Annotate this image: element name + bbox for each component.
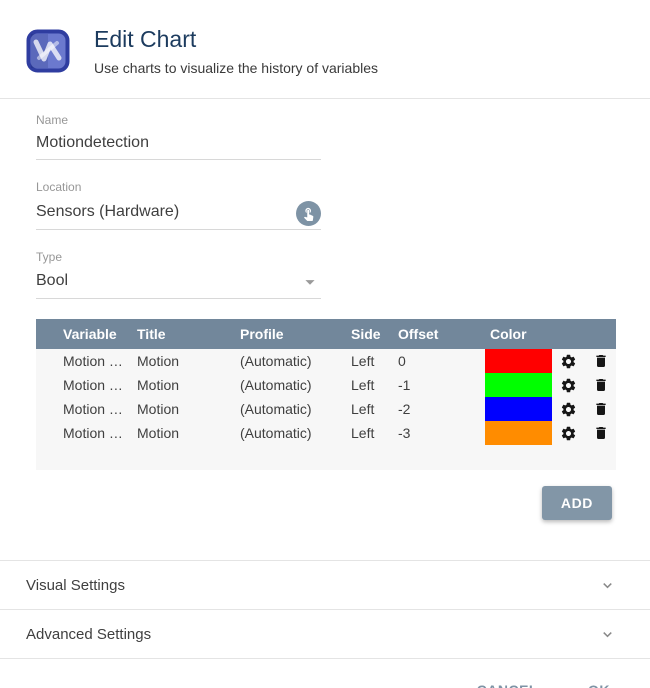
header-text: Edit Chart Use charts to visualize the h… bbox=[94, 26, 378, 76]
col-header-profile: Profile bbox=[240, 326, 284, 342]
cell-offset: -2 bbox=[398, 401, 411, 417]
col-header-offset: Offset bbox=[398, 326, 439, 342]
table-row: Motion … Motion (Automatic) Left -2 bbox=[36, 397, 616, 421]
cell-profile: (Automatic) bbox=[240, 353, 312, 369]
add-row: ADD bbox=[0, 486, 650, 520]
dropdown-arrow-icon[interactable] bbox=[299, 271, 321, 293]
col-header-color: Color bbox=[490, 326, 527, 342]
page-subtitle: Use charts to visualize the history of v… bbox=[94, 60, 379, 76]
row-delete-button[interactable] bbox=[585, 425, 616, 441]
variables-table: Variable Title Profile Side Offset Color… bbox=[36, 319, 616, 470]
gear-icon bbox=[561, 426, 576, 440]
row-settings-button[interactable] bbox=[552, 401, 585, 418]
type-field: Type Bool bbox=[36, 250, 321, 299]
table-row: Motion … Motion (Automatic) Left -1 bbox=[36, 373, 616, 397]
cell-profile: (Automatic) bbox=[240, 425, 312, 441]
page-title: Edit Chart bbox=[94, 26, 197, 52]
col-header-title: Title bbox=[137, 326, 166, 342]
name-value[interactable]: Motiondetection bbox=[36, 134, 149, 151]
settings-panels: Visual Settings Advanced Settings bbox=[0, 560, 650, 659]
cell-title: Motion bbox=[137, 401, 180, 417]
cell-variable: Motion … bbox=[63, 425, 123, 441]
visual-settings-label: Visual Settings bbox=[26, 576, 125, 594]
trash-icon bbox=[595, 379, 606, 391]
color-swatch[interactable] bbox=[485, 373, 552, 397]
gear-icon bbox=[561, 378, 576, 392]
row-delete-button[interactable] bbox=[585, 377, 616, 393]
cell-title: Motion bbox=[137, 353, 180, 369]
cell-side: Left bbox=[351, 425, 375, 441]
name-label: Name bbox=[36, 113, 69, 127]
cell-title: Motion bbox=[137, 425, 180, 441]
cell-profile: (Automatic) bbox=[240, 377, 312, 393]
gear-icon bbox=[561, 402, 576, 416]
dialog-footer: CANCEL OK bbox=[0, 659, 650, 688]
dialog-header: Edit Chart Use charts to visualize the h… bbox=[0, 0, 650, 98]
name-input[interactable]: Motiondetection bbox=[36, 134, 321, 160]
trash-icon bbox=[595, 355, 606, 367]
trash-icon bbox=[595, 403, 606, 415]
location-picker-button[interactable] bbox=[296, 201, 321, 226]
cell-side: Left bbox=[351, 401, 375, 417]
type-label: Type bbox=[36, 250, 63, 264]
table-header-row: Variable Title Profile Side Offset Color bbox=[36, 319, 616, 349]
chevron-down-icon bbox=[603, 582, 612, 588]
cell-profile: (Automatic) bbox=[240, 401, 312, 417]
location-label: Location bbox=[36, 180, 82, 194]
color-swatch[interactable] bbox=[485, 421, 552, 445]
chevron-down-icon bbox=[603, 631, 612, 637]
type-value: Bool bbox=[36, 272, 69, 289]
row-settings-button[interactable] bbox=[552, 425, 585, 442]
touch-app-icon bbox=[303, 207, 314, 221]
row-settings-button[interactable] bbox=[552, 353, 585, 370]
cell-variable: Motion … bbox=[63, 353, 123, 369]
add-variable-button[interactable]: ADD bbox=[541, 486, 612, 520]
cell-variable: Motion … bbox=[63, 401, 123, 417]
advanced-settings-label: Advanced Settings bbox=[26, 625, 152, 643]
name-field: Name Motiondetection bbox=[36, 113, 321, 160]
cell-offset: 0 bbox=[398, 353, 406, 369]
type-select[interactable]: Bool bbox=[36, 271, 321, 299]
row-delete-button[interactable] bbox=[585, 353, 616, 369]
cell-side: Left bbox=[351, 377, 375, 393]
col-header-side: Side bbox=[351, 326, 381, 342]
cell-offset: -3 bbox=[398, 425, 411, 441]
location-value[interactable]: Sensors (Hardware) bbox=[36, 202, 180, 220]
chart-form: Name Motiondetection Location Sensors (H… bbox=[0, 99, 650, 299]
cell-offset: -1 bbox=[398, 377, 411, 393]
table-row: Motion … Motion (Automatic) Left 0 bbox=[36, 349, 616, 373]
cancel-button[interactable]: CANCEL bbox=[477, 682, 538, 688]
cell-side: Left bbox=[351, 353, 375, 369]
trash-icon bbox=[595, 427, 606, 439]
chart-app-icon bbox=[26, 29, 70, 73]
color-swatch[interactable] bbox=[485, 397, 552, 421]
table-row: Motion … Motion (Automatic) Left -3 bbox=[36, 421, 616, 445]
row-delete-button[interactable] bbox=[585, 401, 616, 417]
advanced-settings-panel[interactable]: Advanced Settings bbox=[0, 610, 650, 658]
cell-variable: Motion … bbox=[63, 377, 123, 393]
gear-icon bbox=[561, 354, 576, 368]
header-divider bbox=[0, 98, 650, 99]
row-settings-button[interactable] bbox=[552, 377, 585, 394]
location-input[interactable]: Sensors (Hardware) bbox=[36, 201, 321, 230]
ok-button[interactable]: OK bbox=[588, 682, 610, 688]
col-header-variable: Variable bbox=[63, 326, 117, 342]
cell-title: Motion bbox=[137, 377, 180, 393]
visual-settings-panel[interactable]: Visual Settings bbox=[0, 561, 650, 609]
location-field: Location Sensors (Hardware) bbox=[36, 180, 321, 230]
color-swatch[interactable] bbox=[485, 349, 552, 373]
